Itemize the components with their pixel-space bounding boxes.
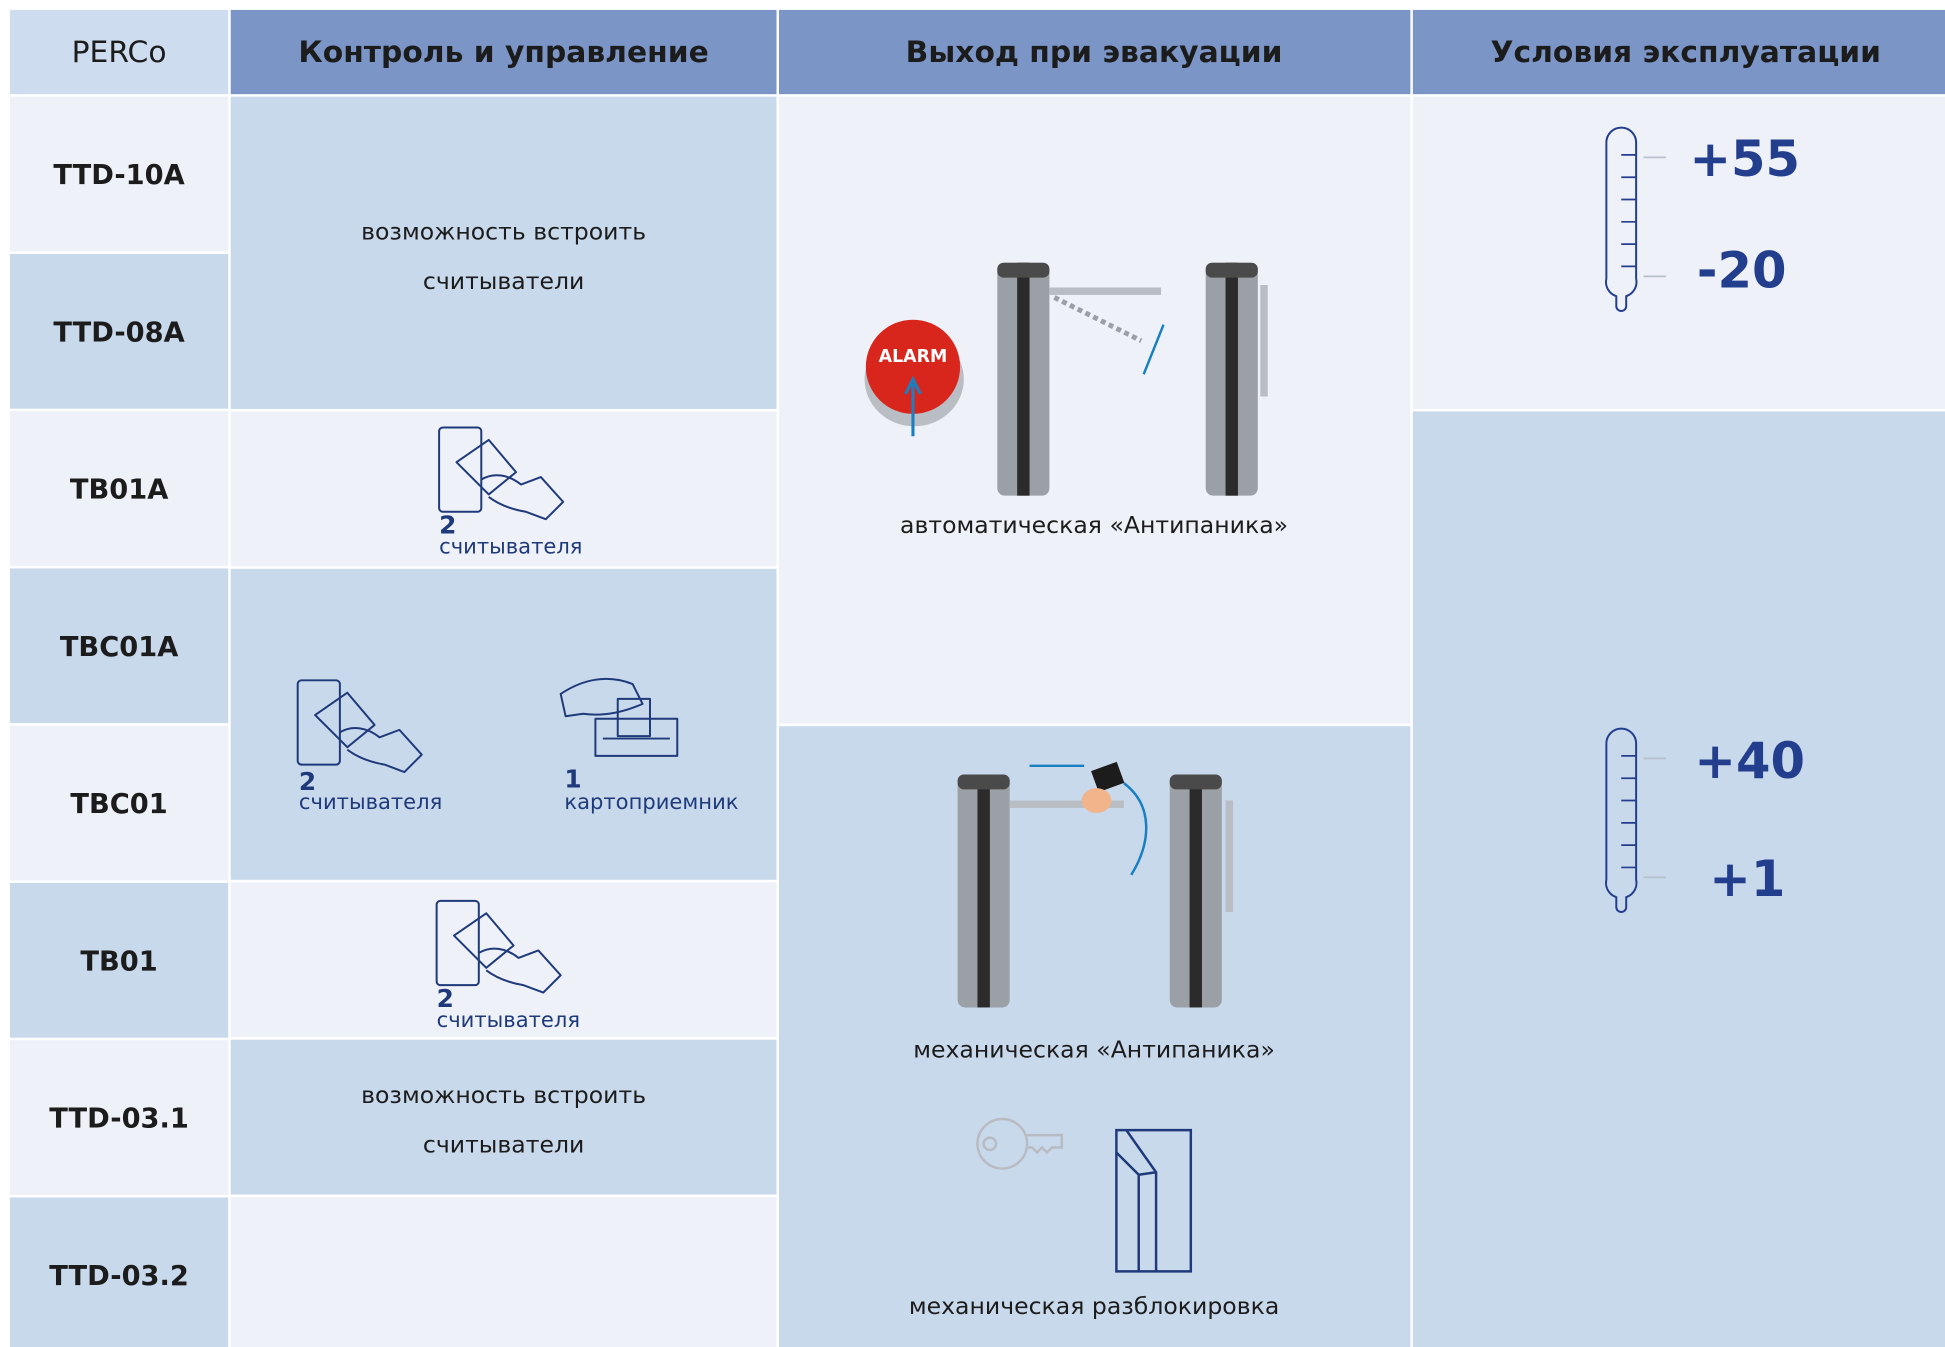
- turnstile-icon: [957, 774, 1010, 1008]
- model-name: TB01A: [70, 475, 168, 506]
- reader-count: 2: [439, 511, 456, 540]
- reader-label: считывателя: [299, 789, 442, 814]
- evacuation-mode: автоматическая «Антипаника»: [900, 511, 1288, 539]
- model-name: TTD-03.2: [49, 1261, 189, 1292]
- turnstile-arm: [1260, 285, 1268, 397]
- door-icon: [1115, 1128, 1193, 1273]
- turnstile-arm: [1225, 800, 1233, 913]
- control-text: считыватели: [423, 267, 584, 295]
- evacuation-mode: механическая «Антипаника»: [913, 1035, 1275, 1063]
- cell: [230, 96, 777, 409]
- model-name: TBC01A: [60, 632, 178, 663]
- arrow: [1123, 782, 1148, 876]
- cell: [230, 1039, 777, 1195]
- brand: PERCo: [72, 35, 167, 70]
- reader-count: 2: [299, 767, 316, 796]
- model-cell: [9, 1040, 229, 1195]
- temp-max: +40: [1694, 732, 1805, 790]
- control-text: возможность встроить: [361, 1081, 646, 1109]
- temp-max: +55: [1689, 130, 1800, 188]
- turnstile-arm: [1009, 800, 1124, 808]
- header-cell: [778, 9, 1411, 95]
- turnstile-arm: [1049, 287, 1162, 295]
- column-header: Контроль и управление: [298, 35, 708, 70]
- model-cell: [9, 725, 229, 881]
- column-header: Условия эксплуатации: [1491, 35, 1881, 70]
- control-text: считыватели: [423, 1131, 584, 1159]
- key-icon: [976, 1117, 1064, 1170]
- cell: [1412, 411, 1945, 1347]
- cell: [230, 568, 777, 880]
- model-cell: [9, 411, 229, 566]
- hand-icon: [1091, 761, 1125, 793]
- model-name: TTD-03.1: [49, 1104, 189, 1135]
- model-cell: [9, 882, 229, 1038]
- model-cell: [9, 1197, 229, 1347]
- turnstile-icon: [997, 262, 1050, 496]
- header-cell: [230, 9, 777, 95]
- alarm-button: [865, 319, 961, 414]
- header-cell: [1412, 9, 1945, 95]
- control-text: возможность встроить: [361, 217, 646, 245]
- header-cell: [9, 9, 229, 95]
- cell: [230, 1197, 777, 1347]
- hand-icon: [1081, 788, 1112, 813]
- temp-min: +1: [1709, 850, 1785, 908]
- evacuation-mode: механическая разблокировка: [909, 1292, 1279, 1320]
- acceptor-label: картоприемник: [564, 789, 738, 814]
- alarm-label: ALARM: [879, 347, 948, 367]
- model-cell: [9, 568, 229, 724]
- cell: [1412, 96, 1945, 409]
- model-name: TB01: [80, 946, 157, 977]
- turnstile-icon: [1169, 774, 1222, 1008]
- turnstile-icon: [1205, 262, 1258, 496]
- reader-label: считывателя: [439, 534, 582, 559]
- turnstile-arm: [1053, 295, 1143, 343]
- model-cell: [9, 96, 229, 252]
- cell: [230, 411, 777, 567]
- temp-min: -20: [1697, 241, 1787, 299]
- cell: [230, 882, 777, 1038]
- arrow: [904, 375, 922, 437]
- arrow: [1142, 324, 1165, 375]
- card-acceptor-icon: [559, 677, 679, 757]
- reader-label: считывателя: [437, 1007, 580, 1032]
- column-header: Выход при эвакуации: [906, 35, 1283, 70]
- reader-count: 2: [437, 984, 454, 1013]
- cell: [778, 726, 1411, 1347]
- model-column: TTD-10A TTD-08A TB01A TBC01A TBC01 TB01 TTD-03…: [9, 96, 229, 1347]
- acceptor-count: 1: [564, 765, 581, 794]
- cell: [778, 96, 1411, 724]
- model-cell: [9, 253, 229, 409]
- model-name: TTD-08A: [53, 317, 184, 348]
- model-name: TTD-10A: [53, 160, 184, 191]
- model-name: TBC01: [70, 789, 167, 820]
